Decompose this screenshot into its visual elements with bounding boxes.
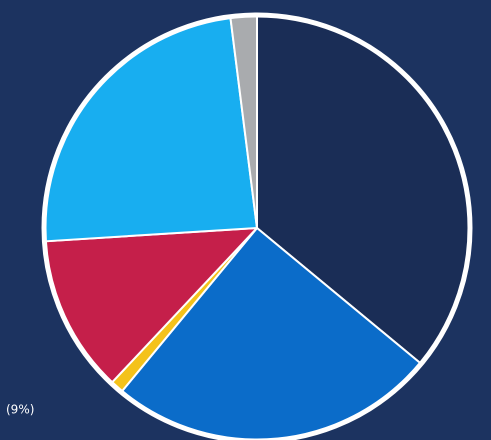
pie-border [41,12,473,440]
annotation: (9%) [6,403,34,417]
pie [44,15,470,440]
